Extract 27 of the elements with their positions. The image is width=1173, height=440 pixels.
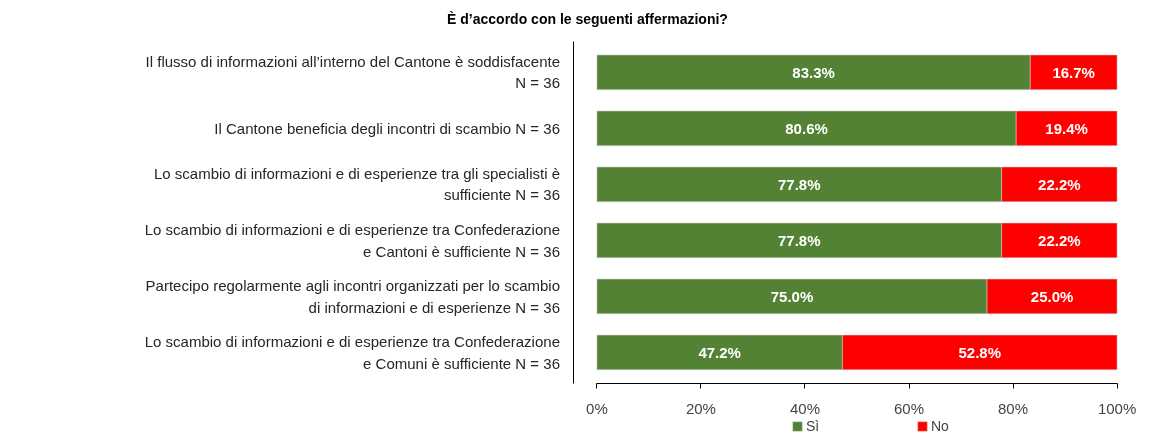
data-label: 77.8% [777,231,821,249]
y-tick-label: Il flusso di informazioni all’interno del Cantone è soddisfacente N = 36 [145,53,560,92]
data-label: 75.0% [770,287,814,305]
x-tick-label: 80% [998,400,1029,418]
x-tick-label: 0% [586,400,608,418]
x-tick-label: 20% [685,400,716,418]
data-label: 52.8% [958,343,1002,361]
x-tick-label: 100% [1097,400,1137,418]
data-label: 25.0% [1030,287,1074,305]
data-label: 83.3% [792,63,835,81]
data-label: 80.6% [785,119,828,137]
y-tick-label: Il Cantone beneficia degli incontri di scambio N = 36 [214,119,560,137]
y-tick-label: Lo scambio di informazioni e di esperienze tra gli specialisti è sufficiente N = 36 [153,165,560,204]
legend-label: No [931,418,950,434]
legend-label: Sì [806,418,821,434]
data-label: 19.4% [1045,119,1088,137]
data-label: 16.7% [1052,63,1095,81]
x-tick-label: 40% [789,400,820,418]
data-label: 22.2% [1038,175,1081,193]
data-label: 47.2% [698,343,741,361]
y-tick-label: Lo scambio di informazioni e di esperienze tra Confederazione e Comuni è sufficiente N = 36 [144,333,560,372]
data-label: 22.2% [1038,231,1081,249]
data-label: 77.8% [777,175,821,193]
x-tick-label: 60% [894,400,925,418]
y-tick-label: Lo scambio di informazioni e di esperienze tra Confederazione e Cantoni è sufficiente N = 36 [144,221,560,260]
y-tick-label: Partecipo regolarmente agli incontri organizzati per lo scambio di informazioni e di esperienze N = 36 [145,277,560,316]
chart-title: È d’accordo con le seguenti affermazioni? [447,10,728,29]
